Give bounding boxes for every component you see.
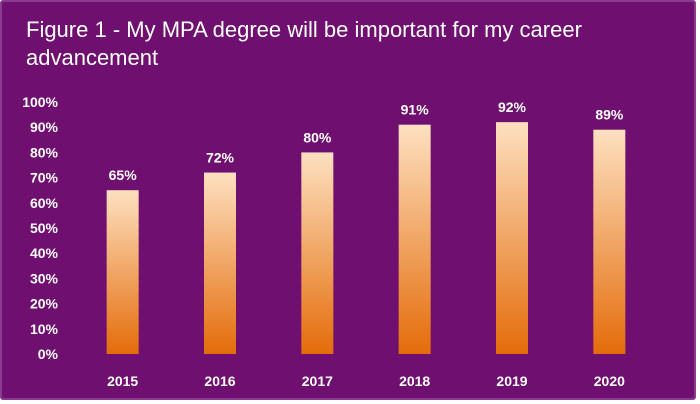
x-tick-label: 2016 [204, 373, 235, 389]
y-tick-label: 70% [30, 170, 59, 186]
bar-2016 [204, 172, 236, 354]
data-labels: 65% 72% 80% 91% 92% 89% [109, 99, 624, 183]
x-tick-label: 2015 [107, 373, 138, 389]
data-label: 65% [109, 167, 138, 183]
y-axis: 0% 10% 20% 30% 40% 50% 60% 70% 80% 90% 100% [22, 94, 58, 362]
y-tick-label: 0% [38, 346, 59, 362]
y-tick-label: 90% [30, 119, 59, 135]
x-tick-label: 2019 [496, 373, 527, 389]
x-tick-label: 2017 [302, 373, 333, 389]
data-label: 92% [498, 99, 527, 115]
y-tick-label: 100% [22, 94, 58, 110]
y-tick-label: 10% [30, 321, 59, 337]
chart-title: Figure 1 - My MPA degree will be importa… [26, 17, 582, 70]
y-tick-label: 40% [30, 245, 59, 261]
bar-2017 [301, 152, 334, 354]
x-axis: 2015 2016 2017 2018 2019 2020 [107, 373, 625, 389]
y-tick-label: 30% [30, 270, 59, 286]
y-tick-label: 60% [30, 195, 59, 211]
y-tick-label: 80% [30, 144, 59, 160]
y-tick-label: 20% [30, 296, 59, 312]
data-label: 91% [401, 102, 430, 118]
bar-2020 [593, 129, 626, 354]
data-label: 80% [303, 129, 332, 145]
bar-2019 [496, 122, 528, 354]
bar-2018 [398, 124, 431, 355]
x-tick-label: 2020 [594, 373, 625, 389]
bar-2015 [106, 190, 139, 354]
bars [106, 122, 626, 355]
data-label: 89% [595, 107, 624, 123]
y-tick-label: 50% [30, 220, 59, 236]
data-label: 72% [206, 150, 235, 166]
x-tick-label: 2018 [399, 373, 430, 389]
